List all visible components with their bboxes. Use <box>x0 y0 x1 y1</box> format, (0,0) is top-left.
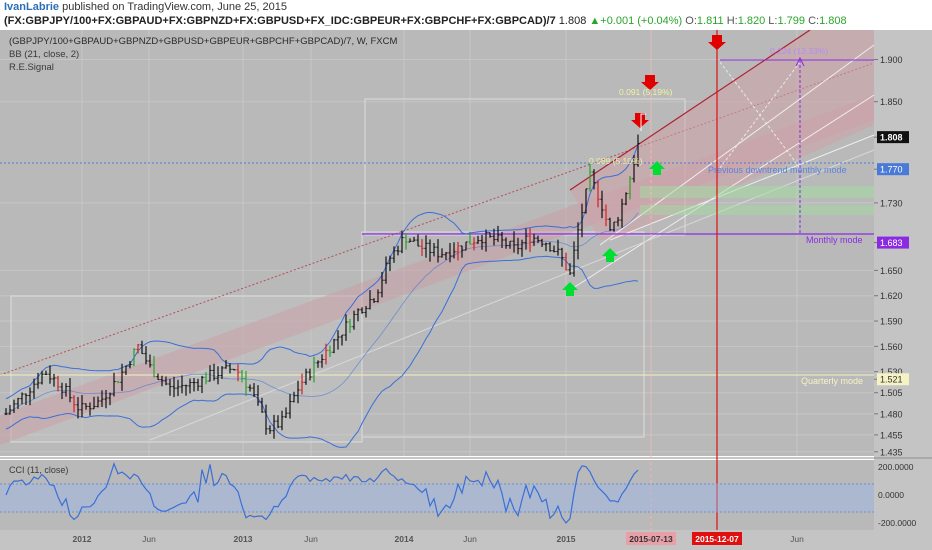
last-price: 1.808 <box>558 15 587 27</box>
annotation-previous-downtrend-monthly-mode: Previous downtrend monthly mode <box>708 165 847 175</box>
price-axis <box>874 30 932 550</box>
bollinger-upper <box>5 144 639 400</box>
forecast-channel-upper <box>569 30 811 191</box>
measure-bracket <box>640 113 646 131</box>
cci-line <box>5 462 639 524</box>
price-bars <box>4 134 640 439</box>
cci-tick-label: -200.0000 <box>878 518 917 528</box>
date-label-box <box>626 532 676 545</box>
time-tick-label: 2014 <box>395 534 414 544</box>
annotation-measure-2: 0.089 (5.10%) <box>589 156 643 166</box>
price-axis-labels: 1.900 1.850 1.808 1.770 1.730 1.683 1.650 1.620… <box>874 55 909 457</box>
sell-arrow-icon <box>641 75 659 90</box>
open-label: O: <box>685 15 697 27</box>
sell-arrow-icon <box>708 35 726 50</box>
price-label: 1.770 <box>880 165 903 175</box>
target-measure-arrowhead <box>795 56 805 67</box>
legend-bollinger[interactable]: BB (21, close, 2) <box>9 49 79 60</box>
price-label-box <box>877 373 909 386</box>
annotation-quarterly-mode: Quarterly mode <box>801 376 863 386</box>
time-tick-label: 2015 <box>557 534 576 544</box>
publisher-name[interactable]: IvanLabrie <box>4 1 60 13</box>
close-value: 1.808 <box>819 15 847 27</box>
low-value: 1.799 <box>777 15 805 27</box>
cci-tick-label: 0.0000 <box>878 490 904 500</box>
open-value: 1.811 <box>696 15 724 27</box>
green-zone-1 <box>640 186 874 198</box>
published-text: published on TradingView.com, June 25, 2… <box>62 1 287 13</box>
time-tick-label: Jun <box>463 534 477 544</box>
time-tick-label: Jun <box>304 534 318 544</box>
price-tick-label: 1.850 <box>880 97 903 107</box>
time-tick-label: 2013 <box>234 534 253 544</box>
quote-line: (FX:GBPJPY/100+FX:GBPAUD+FX:GBPNZD+FX:GB… <box>4 15 847 27</box>
time-axis-labels: 2012 Jun 2013 Jun 2014 Jun 2015 2015-07-13 2015-… <box>73 532 804 545</box>
cci-pane-background <box>0 460 874 530</box>
cci-band <box>0 484 874 512</box>
header: IvanLabrie published on TradingView.com,… <box>0 0 932 31</box>
price-label: 1.808 <box>880 133 903 143</box>
price-label-box <box>877 236 909 249</box>
price-tick-label: 1.590 <box>880 317 903 327</box>
green-zone-2 <box>640 205 874 215</box>
annotation-measure-1: 0.091 (5.19%) <box>619 87 673 97</box>
symbol-formula: (FX:GBPJPY/100+FX:GBPAUD+FX:GBPNZD+FX:GB… <box>4 15 556 27</box>
cci-tick-label: 200.0000 <box>878 462 914 472</box>
price-tick-label: 1.730 <box>880 198 903 208</box>
price-tick-label: 1.455 <box>880 430 903 440</box>
price-label-box <box>877 131 909 144</box>
date-markers <box>650 30 718 530</box>
mode-zones <box>0 56 874 376</box>
legend-symbol: (GBPJPY/100+GBPAUD+GBPNZD+GBPUSD+GBPEUR+… <box>9 36 397 47</box>
buy-arrow-icon <box>649 161 665 175</box>
date-label-box <box>692 532 742 545</box>
cci-axis-labels: 200.0000 0.0000 -200.0000 <box>878 462 917 528</box>
annotation-monthly-mode: Monthly mode <box>806 235 863 245</box>
time-tick-label: 2012 <box>73 534 92 544</box>
annotations: 0.091 (5.19%) 0.089 (5.10%) 0.224 (13.33… <box>589 46 863 386</box>
bollinger-lower <box>5 255 639 448</box>
time-tick-label: Jun <box>142 534 156 544</box>
high-label: H: <box>726 15 738 27</box>
buy-arrow-icon <box>602 248 618 262</box>
price-label: 1.521 <box>880 375 903 385</box>
fib-fan-line-2 <box>599 44 875 246</box>
legend-signal[interactable]: R.E.Signal <box>9 62 54 73</box>
price-tick-label: 1.505 <box>880 388 903 398</box>
chart-legend: (GBPJPY/100+GBPAUD+GBPNZD+GBPUSD+GBPEUR+… <box>9 36 397 475</box>
price-tick-label: 1.435 <box>880 447 903 457</box>
time-axis <box>0 530 874 550</box>
up-triangle-icon: ▲ <box>589 15 601 27</box>
long-trend-line <box>149 149 875 441</box>
price-chart[interactable]: 0.091 (5.19%) 0.089 (5.10%) 0.224 (13.33… <box>0 30 932 550</box>
publish-line: IvanLabrie published on TradingView.com,… <box>4 1 287 13</box>
close-label: C: <box>808 15 820 27</box>
price-label-box <box>877 163 909 176</box>
price-tick-label: 1.480 <box>880 409 903 419</box>
time-tick-label: 2015-07-13 <box>629 534 673 544</box>
price-tick-label: 1.900 <box>880 55 903 65</box>
price-tick-label: 1.530 <box>880 367 903 377</box>
high-value: 1.820 <box>737 15 766 27</box>
time-tick-label: Jun <box>790 534 804 544</box>
cci-indicator <box>0 462 874 524</box>
low-label: L: <box>768 15 778 27</box>
price-label: 1.683 <box>880 238 903 248</box>
sell-arrow-icon <box>631 113 649 128</box>
time-tick-label: 2015-12-07 <box>695 534 739 544</box>
legend-cci[interactable]: CCI (11, close) <box>9 465 68 475</box>
signal-arrows <box>562 35 726 296</box>
annotation-measure-3: 0.224 (13.33%) <box>770 46 828 56</box>
price-tick-label: 1.650 <box>880 266 903 276</box>
projection-line-2 <box>719 61 801 169</box>
buy-arrow-icon <box>562 282 578 296</box>
price-tick-label: 1.620 <box>880 291 903 301</box>
price-change: +0.001 (+0.04%) <box>600 15 683 27</box>
price-tick-label: 1.560 <box>880 342 903 352</box>
